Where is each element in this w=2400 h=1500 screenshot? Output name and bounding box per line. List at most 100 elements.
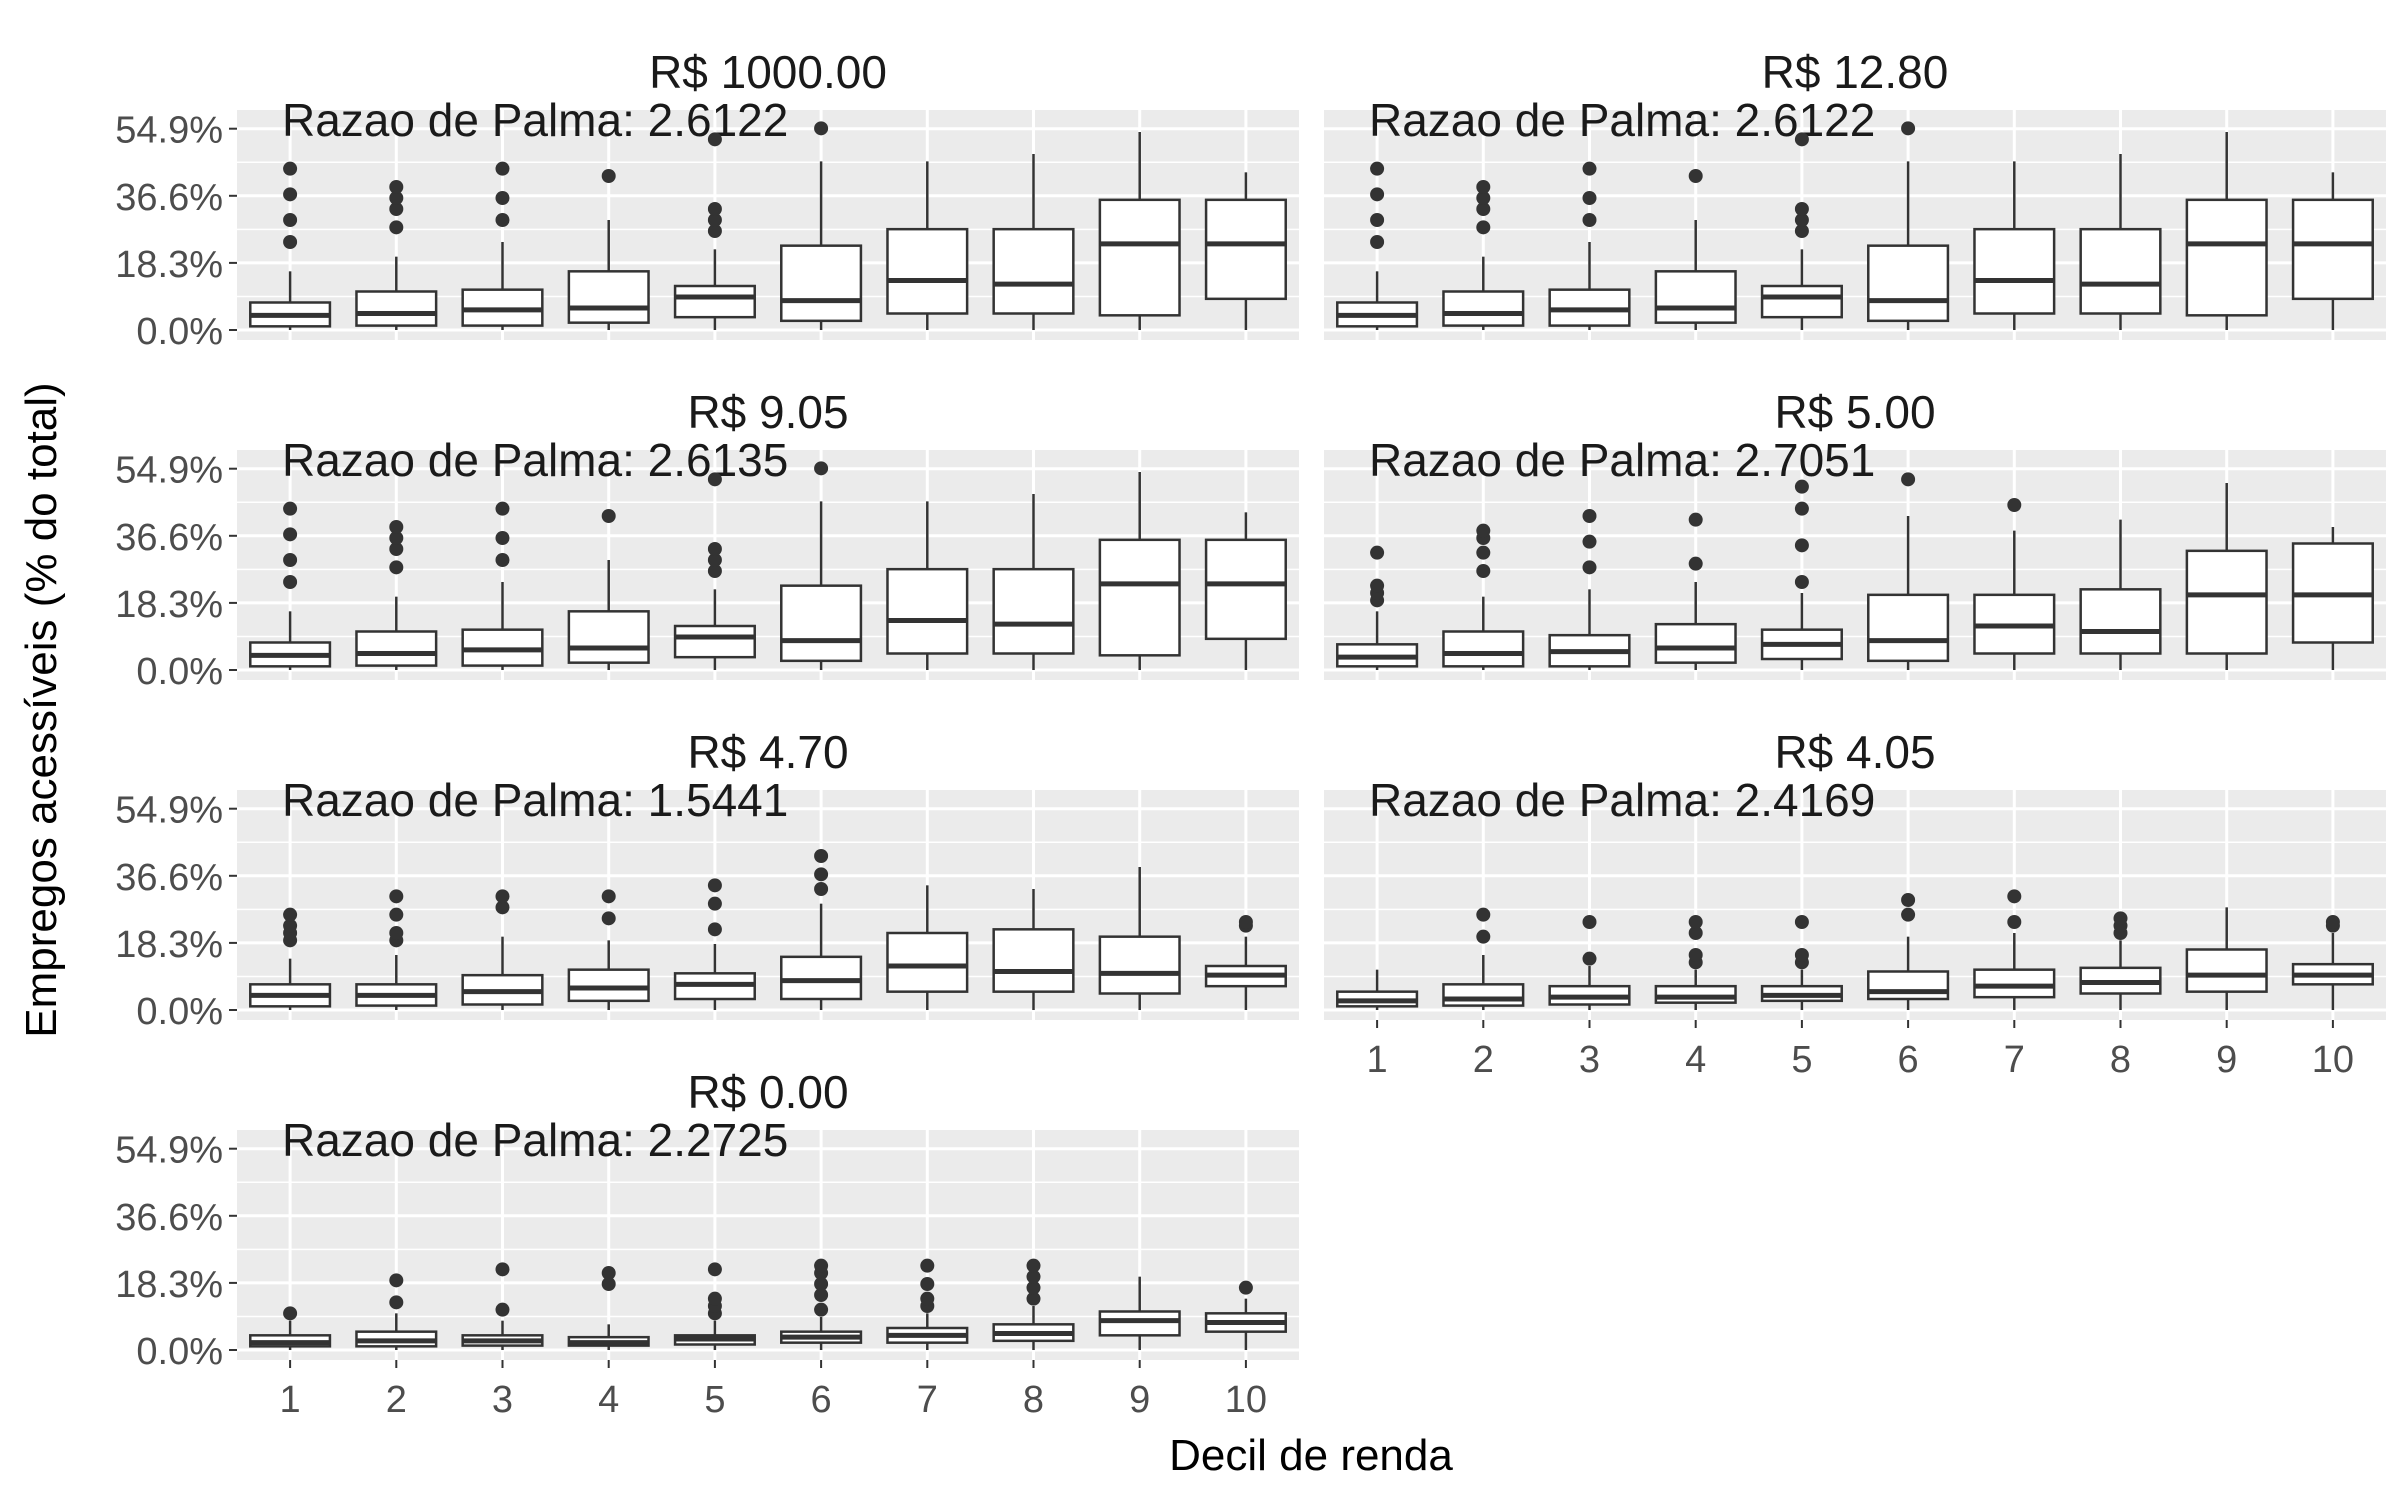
outlier-point bbox=[1688, 556, 1703, 571]
outlier-point bbox=[495, 501, 510, 516]
outlier-point bbox=[1582, 915, 1597, 929]
x-tick-label: 10 bbox=[2312, 1039, 2354, 1081]
box-body bbox=[1760, 284, 1843, 319]
outlier-point bbox=[1026, 1258, 1041, 1273]
outlier-point bbox=[389, 1273, 404, 1288]
outlier-point bbox=[1794, 224, 1809, 238]
box-decile-1 bbox=[1336, 161, 1419, 330]
outlier-point bbox=[1582, 191, 1597, 205]
outlier-point bbox=[283, 1306, 298, 1321]
outlier-point bbox=[2325, 915, 2340, 929]
outlier-point bbox=[389, 542, 404, 556]
y-tick-label: 54.9% bbox=[115, 790, 223, 832]
box-decile-9 bbox=[1098, 867, 1181, 1010]
outlier-point bbox=[1794, 132, 1809, 147]
palma-annotation: Razao de Palma: 2.4169 bbox=[1369, 774, 1875, 826]
box-decile-7 bbox=[1973, 498, 2056, 670]
x-tick-label: 3 bbox=[1579, 1039, 1600, 1081]
box-decile-9 bbox=[2185, 483, 2268, 670]
box-body bbox=[1867, 593, 1950, 663]
x-tick-label: 6 bbox=[1898, 1039, 1919, 1081]
palma-annotation: Razao de Palma: 2.2725 bbox=[282, 1114, 788, 1166]
outlier-point bbox=[389, 220, 404, 235]
outlier-point bbox=[1901, 472, 1916, 487]
box-body bbox=[886, 567, 969, 655]
box-decile-4 bbox=[567, 169, 650, 330]
box-decile-10 bbox=[1204, 172, 1287, 330]
x-tick-label: 2 bbox=[386, 1379, 407, 1421]
box-body bbox=[1973, 227, 2056, 315]
box-decile-8 bbox=[992, 889, 1075, 1010]
box-body bbox=[2185, 948, 2268, 993]
outlier-point bbox=[283, 907, 298, 922]
x-tick-label: 9 bbox=[1129, 1379, 1150, 1421]
box-decile-6 bbox=[780, 1258, 863, 1350]
y-tick-label: 36.6% bbox=[115, 177, 223, 219]
outlier-point bbox=[283, 553, 298, 567]
outlier-point bbox=[389, 180, 404, 194]
outlier-point bbox=[389, 202, 404, 216]
panel-title: R$ 0.00 bbox=[687, 1066, 848, 1118]
box-decile-1 bbox=[1336, 545, 1419, 670]
box-decile-9 bbox=[2185, 132, 2268, 330]
outlier-point bbox=[920, 1258, 935, 1273]
box-decile-3 bbox=[1548, 161, 1631, 330]
outlier-point bbox=[495, 1302, 510, 1317]
outlier-point bbox=[495, 553, 510, 567]
outlier-point bbox=[1476, 191, 1491, 205]
box-decile-1 bbox=[249, 501, 332, 670]
box-decile-3 bbox=[461, 889, 544, 1010]
box-decile-10 bbox=[2291, 172, 2374, 330]
box-decile-6 bbox=[1867, 893, 1950, 1010]
outlier-point bbox=[283, 161, 298, 176]
box-decile-6 bbox=[1867, 472, 1950, 670]
outlier-point bbox=[1370, 213, 1385, 227]
outlier-point bbox=[283, 918, 298, 933]
outlier-point bbox=[1794, 575, 1809, 589]
panel-title: R$ 5.00 bbox=[1774, 386, 1935, 438]
box-decile-8 bbox=[992, 494, 1075, 670]
box-decile-8 bbox=[2079, 911, 2162, 1010]
box-decile-5 bbox=[673, 1262, 756, 1350]
box-body bbox=[567, 270, 650, 324]
box-body bbox=[1098, 538, 1181, 657]
outlier-point bbox=[707, 224, 722, 238]
y-tick-label: 54.9% bbox=[115, 1130, 223, 1172]
outlier-point bbox=[707, 213, 722, 227]
palma-annotation: Razao de Palma: 2.6122 bbox=[1369, 94, 1875, 146]
box-body bbox=[1204, 198, 1287, 301]
box-decile-9 bbox=[1098, 1276, 1181, 1350]
box-decile-1 bbox=[249, 907, 332, 1010]
x-tick-label: 1 bbox=[280, 1379, 301, 1421]
outlier-point bbox=[601, 169, 616, 183]
outlier-point bbox=[1794, 538, 1809, 553]
box-decile-3 bbox=[461, 1262, 544, 1350]
outlier-point bbox=[283, 501, 298, 516]
box-body bbox=[1973, 968, 2056, 999]
outlier-point bbox=[283, 575, 298, 589]
box-body bbox=[2079, 227, 2162, 315]
outlier-point bbox=[814, 849, 829, 863]
box-body bbox=[2185, 549, 2268, 655]
outlier-point bbox=[1582, 509, 1597, 523]
outlier-point bbox=[707, 1262, 722, 1277]
y-tick-label: 18.3% bbox=[115, 1264, 223, 1306]
box-decile-8 bbox=[2079, 154, 2162, 330]
box-decile-6 bbox=[1867, 121, 1950, 330]
outlier-point bbox=[707, 472, 722, 487]
box-decile-8 bbox=[2079, 519, 2162, 670]
outlier-point bbox=[707, 922, 722, 937]
panel-title: R$ 1000.00 bbox=[649, 46, 887, 98]
outlier-point bbox=[814, 1258, 829, 1273]
x-tick-label: 2 bbox=[1473, 1039, 1494, 1081]
x-tick-label: 7 bbox=[917, 1379, 938, 1421]
outlier-point bbox=[389, 531, 404, 545]
box-body bbox=[2185, 198, 2268, 317]
outlier-point bbox=[707, 542, 722, 556]
y-tick-label: 0.0% bbox=[136, 991, 223, 1033]
outlier-point bbox=[1026, 1269, 1041, 1284]
outlier-point bbox=[1476, 564, 1491, 578]
outlier-point bbox=[283, 527, 298, 542]
box-decile-10 bbox=[2291, 527, 2374, 670]
outlier-point bbox=[2007, 498, 2022, 512]
